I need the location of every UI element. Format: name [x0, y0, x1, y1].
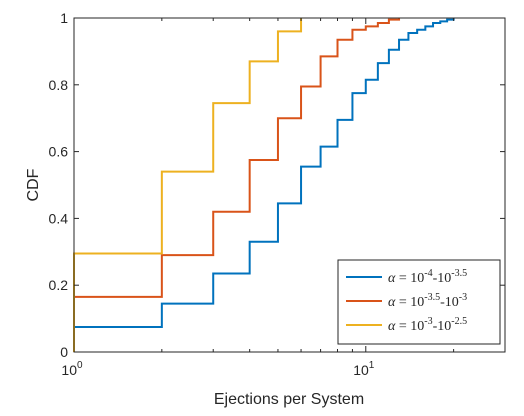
x-axis-label: Ejections per System — [214, 391, 364, 408]
y-tick-label: 0.8 — [49, 77, 69, 93]
legend-label: α = 10-4-10-3.5 — [388, 268, 467, 286]
y-tick-label: 0.4 — [49, 210, 69, 226]
y-tick-label: 0.2 — [49, 277, 69, 293]
legend-label: α = 10-3-10-2.5 — [388, 316, 467, 334]
series-line-2 — [73, 18, 401, 352]
series-line-3 — [73, 18, 303, 352]
y-tick-label: 1 — [60, 10, 68, 26]
axes-layer — [73, 17, 506, 353]
x-tick-label: 101 — [353, 360, 375, 378]
ticks-layer: 0 0.2 0.4 0.6 0.8 1 100 101 — [49, 10, 506, 378]
axes-box — [73, 17, 506, 353]
y-axis-label: CDF — [25, 168, 42, 201]
y-tick-label: 0 — [60, 344, 68, 360]
legend: α = 10-4-10-3.5 α = 10-3.5-10-3 α = 10-3-1… — [337, 259, 501, 345]
series-line-1 — [73, 18, 455, 352]
x-tick-label: 100 — [61, 360, 83, 378]
y-tick-label: 0.6 — [49, 144, 69, 160]
legend-label: α = 10-3.5-10-3 — [388, 292, 467, 310]
series-layer — [73, 18, 455, 352]
